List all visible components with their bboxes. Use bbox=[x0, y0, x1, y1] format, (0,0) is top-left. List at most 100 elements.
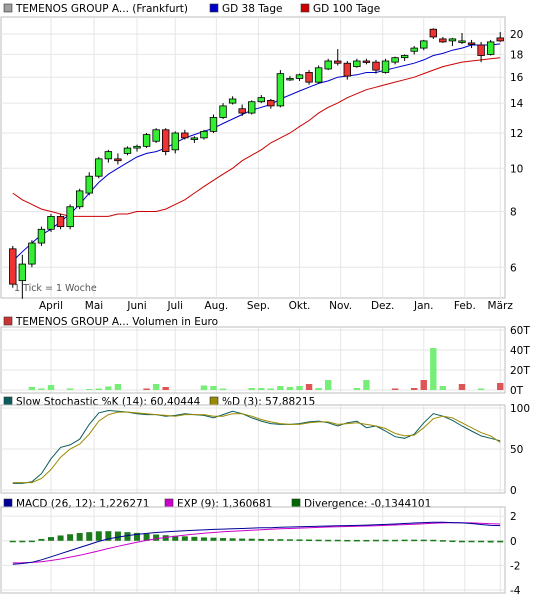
candle-body bbox=[181, 132, 189, 139]
candle-body bbox=[248, 101, 256, 114]
candle-body bbox=[458, 40, 466, 43]
candle-body bbox=[114, 158, 122, 162]
volume-bar bbox=[430, 348, 437, 390]
candle-body bbox=[286, 78, 294, 81]
candle-body bbox=[477, 44, 485, 56]
divergence-bar bbox=[325, 539, 332, 542]
divergence-bar bbox=[86, 532, 93, 541]
candle-body bbox=[429, 28, 438, 38]
candle-body bbox=[66, 206, 74, 228]
volume-bar bbox=[219, 388, 227, 390]
candle-body bbox=[448, 38, 457, 42]
volume-bar bbox=[210, 386, 217, 390]
divergence-bar bbox=[439, 540, 446, 542]
gd38-line bbox=[12, 43, 501, 262]
stochastic-y-tick-1: 50 bbox=[510, 444, 523, 456]
candle-body bbox=[496, 37, 504, 42]
divergence-bar bbox=[114, 531, 121, 541]
price-legend-label-2: GD 100 Tage bbox=[313, 3, 380, 15]
volume-y-tick-2: 20T bbox=[510, 365, 530, 377]
candle-body bbox=[75, 190, 84, 208]
divergence-bar bbox=[153, 534, 160, 541]
candle-body bbox=[219, 105, 227, 118]
candle-body bbox=[372, 61, 380, 71]
volume-bar bbox=[305, 384, 313, 390]
divergence-bar bbox=[48, 537, 55, 541]
volume-bar bbox=[391, 388, 399, 390]
divergence-bar bbox=[239, 538, 246, 541]
candle-body bbox=[276, 73, 285, 107]
divergence-bar bbox=[105, 531, 112, 541]
candle-body bbox=[486, 41, 495, 55]
divergence-bar bbox=[28, 540, 35, 543]
price-legend-swatch-1 bbox=[209, 3, 219, 13]
candle-body bbox=[305, 72, 313, 83]
divergence-bar bbox=[497, 540, 504, 543]
divergence-bar bbox=[468, 540, 475, 543]
candle-body bbox=[362, 60, 371, 63]
x-tick-label-7: Nov. bbox=[329, 300, 352, 312]
x-tick-label-2: Juni bbox=[126, 300, 146, 312]
stochastic-line-0 bbox=[12, 409, 501, 484]
candle-body bbox=[314, 67, 323, 83]
divergence-bar bbox=[458, 540, 465, 543]
volume-bar bbox=[95, 388, 102, 390]
x-tick-label-9: Jan. bbox=[413, 300, 434, 312]
stochastic-legend-swatch-1 bbox=[209, 396, 219, 406]
macd-pane-frame bbox=[0, 506, 506, 594]
divergence-bar bbox=[172, 535, 179, 541]
candle-body bbox=[104, 151, 113, 160]
volume-bar bbox=[277, 386, 284, 390]
divergence-bar bbox=[296, 539, 303, 541]
divergence-bar bbox=[411, 539, 418, 542]
divergence-bar bbox=[200, 537, 207, 541]
volume-pane-frame bbox=[0, 326, 506, 394]
candle-body bbox=[353, 60, 361, 68]
price-y-tick-0: 6 bbox=[510, 262, 517, 274]
candle-body bbox=[171, 132, 179, 151]
divergence-bar bbox=[181, 536, 188, 541]
divergence-bar bbox=[210, 537, 217, 541]
divergence-bar bbox=[19, 540, 26, 543]
macd-legend-label-1: EXP (9): 1,360681 bbox=[177, 498, 272, 510]
volume-legend-swatch-0 bbox=[3, 316, 13, 326]
divergence-bar bbox=[191, 536, 198, 541]
volume-bar bbox=[200, 385, 208, 390]
x-tick-label-1: Mai bbox=[85, 300, 103, 312]
candle-body bbox=[343, 62, 351, 77]
candle-body bbox=[400, 55, 409, 59]
volume-bar bbox=[114, 384, 122, 390]
stochastic-y-tick-0: 100 bbox=[510, 403, 530, 415]
candle-body bbox=[381, 60, 390, 73]
divergence-bar bbox=[124, 532, 131, 541]
divergence-bar bbox=[487, 540, 494, 543]
candle-body bbox=[324, 60, 332, 70]
divergence-bar bbox=[162, 535, 169, 541]
divergence-bar bbox=[306, 539, 313, 542]
candle-body bbox=[267, 99, 275, 107]
candle-body bbox=[123, 147, 132, 154]
divergence-bar bbox=[353, 539, 360, 542]
volume-legend-label-0: TEMENOS GROUP A... Volumen in Euro bbox=[15, 316, 218, 328]
divergence-bar bbox=[134, 532, 141, 541]
volume-bar bbox=[324, 380, 332, 390]
divergence-bar bbox=[95, 531, 102, 541]
divergence-bar bbox=[38, 538, 45, 541]
macd-legend-label-2: Divergence: -0,1344101 bbox=[304, 498, 431, 510]
volume-bar bbox=[363, 380, 370, 390]
candle-body bbox=[334, 60, 342, 64]
price-y-tick-6: 18 bbox=[510, 49, 523, 61]
macd-exp-line bbox=[12, 522, 501, 564]
gd100-line bbox=[12, 57, 501, 217]
divergence-bar bbox=[392, 539, 399, 542]
divergence-bar bbox=[57, 535, 64, 541]
x-tick-label-0: April bbox=[39, 300, 63, 312]
volume-bar bbox=[28, 387, 36, 390]
volume-bar bbox=[86, 389, 93, 390]
macd-y-tick-2: -2 bbox=[510, 560, 520, 572]
candle-body bbox=[295, 74, 304, 79]
volume-bar bbox=[66, 388, 74, 390]
volume-bar bbox=[267, 388, 275, 390]
volume-bar bbox=[105, 386, 112, 390]
stochastic-legend-swatch-0 bbox=[3, 396, 13, 406]
